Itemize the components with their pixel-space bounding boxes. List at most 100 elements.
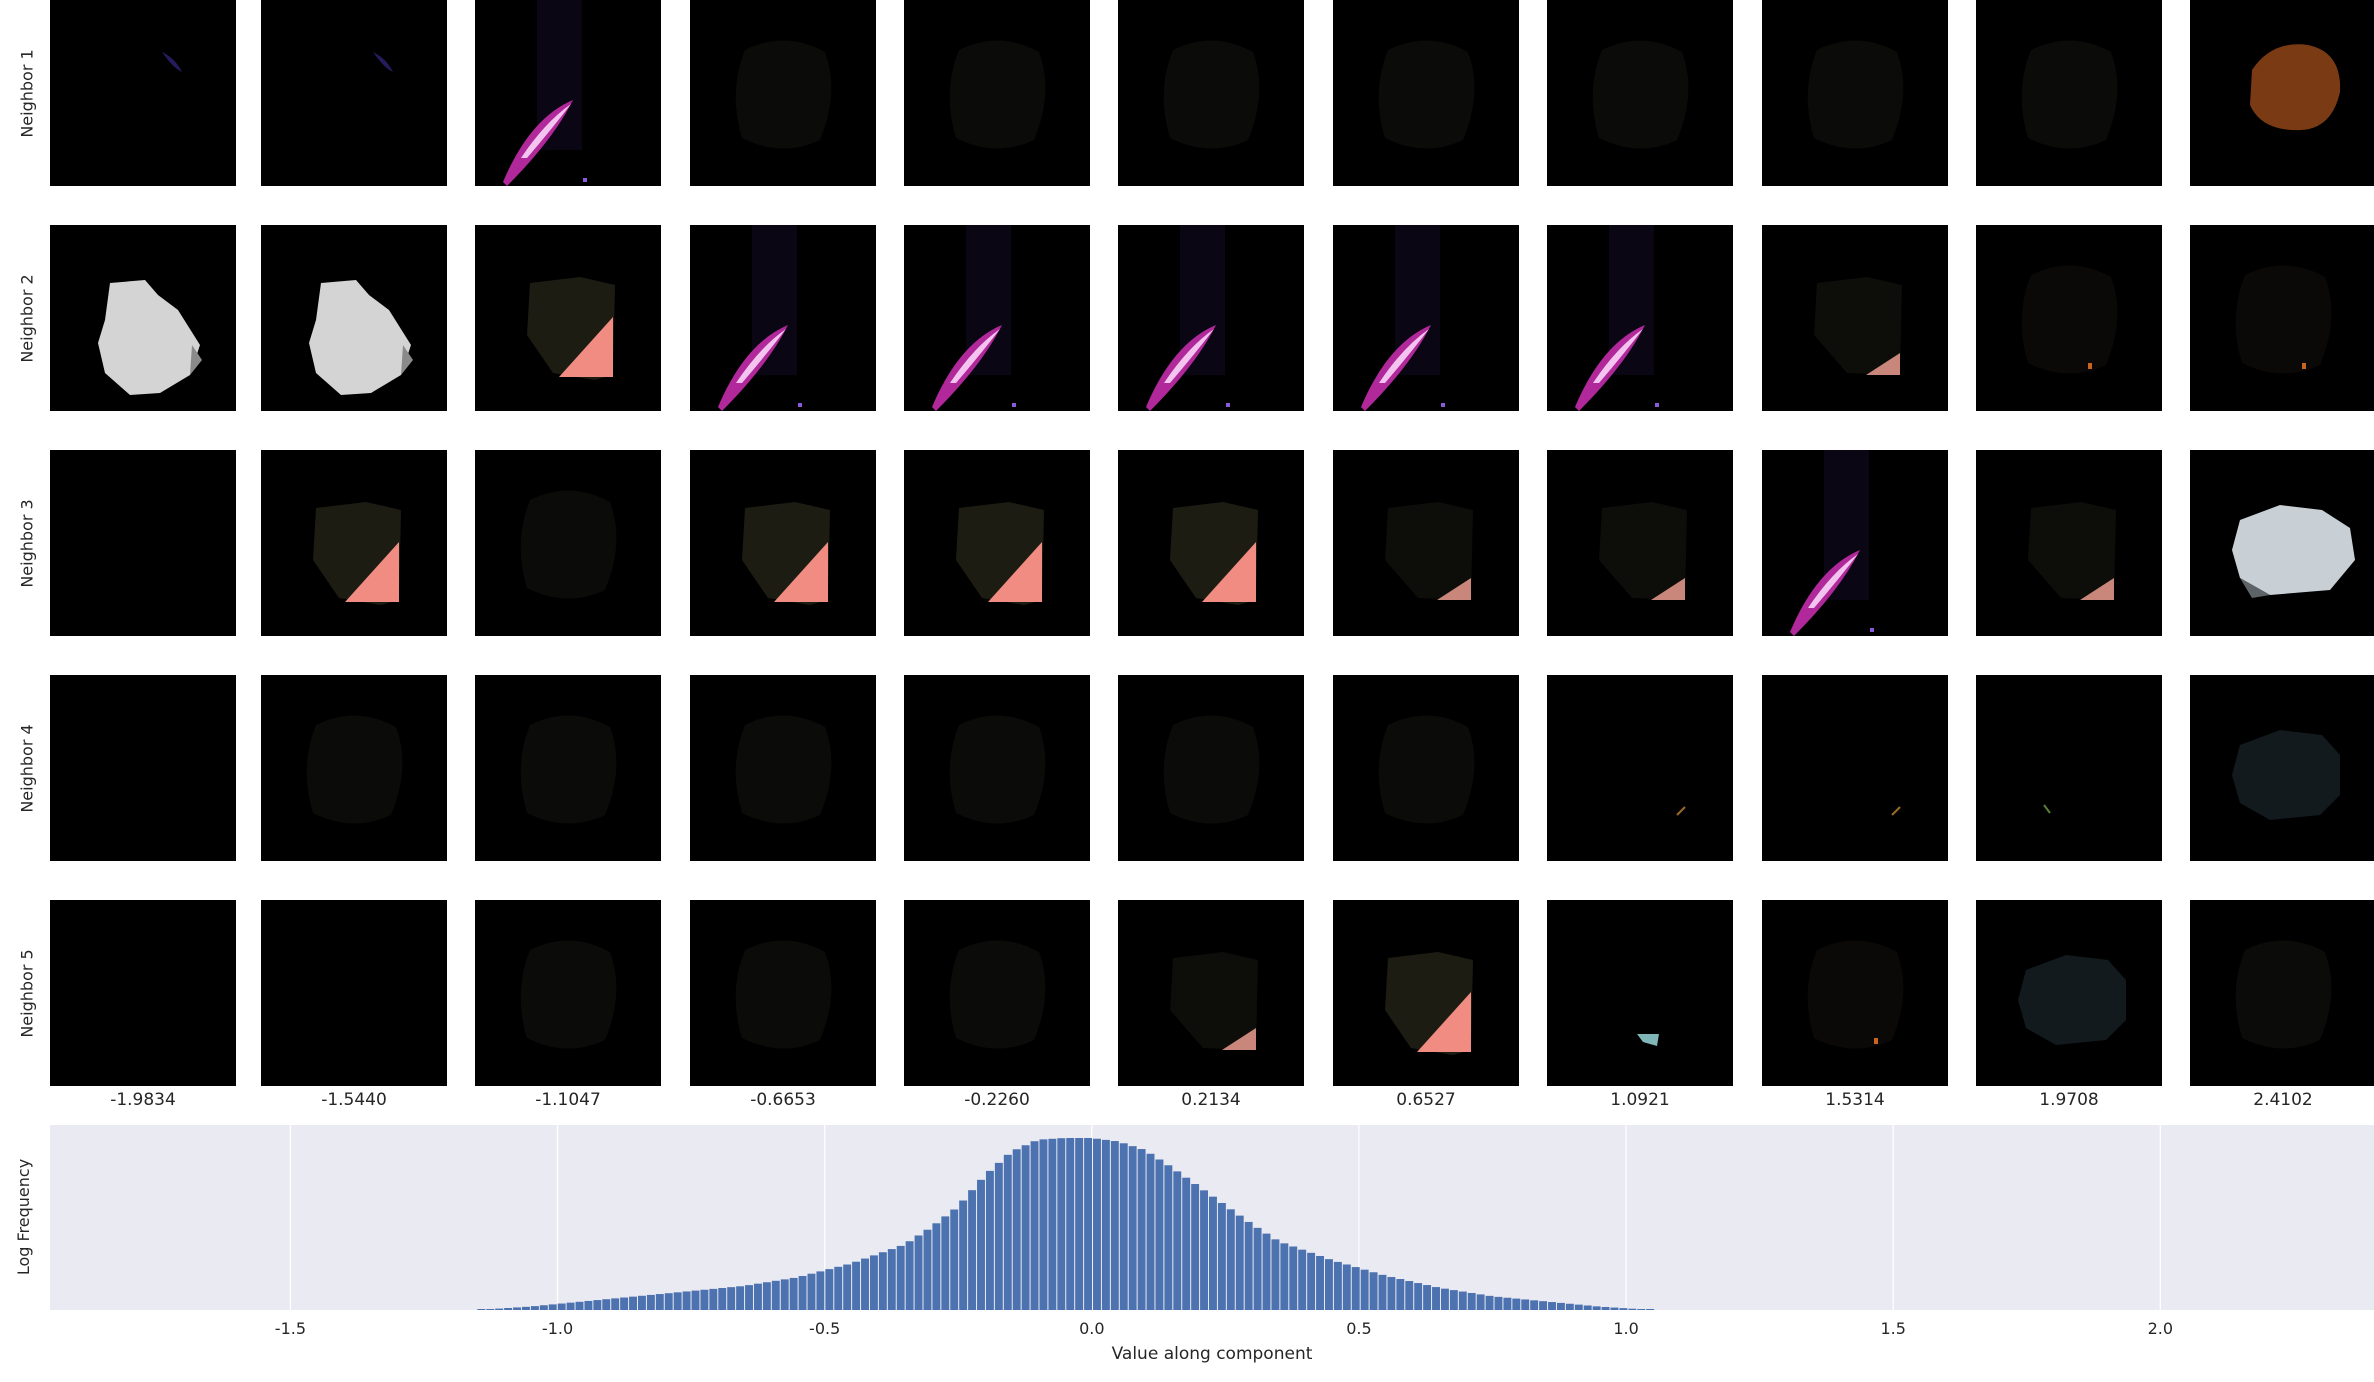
neighbor-image-tile — [1118, 450, 1304, 636]
tile-image — [949, 715, 1046, 824]
histogram-bar — [1449, 1290, 1458, 1310]
histogram-bar — [522, 1306, 530, 1310]
row-label: Neighbor 5 — [17, 900, 37, 1086]
row-label-text: Neighbor 4 — [17, 723, 37, 813]
histogram-bar — [557, 1303, 566, 1310]
x-tick-label: 2.0 — [2148, 1319, 2173, 1338]
histogram-bar — [1021, 1145, 1030, 1310]
histogram-bar — [1039, 1139, 1048, 1310]
histogram-bar — [1128, 1146, 1137, 1310]
histogram-bar — [1084, 1138, 1093, 1310]
histogram-bar — [896, 1245, 905, 1310]
column-value-label: 1.5314 — [1825, 1090, 1885, 1110]
tile-image — [2021, 265, 2118, 374]
histogram-bar — [513, 1307, 522, 1310]
neighbor-image-tile — [2190, 900, 2374, 1086]
neighbor-image-tile — [1547, 450, 1733, 636]
tile-image — [1361, 225, 1445, 411]
neighbor-image-tile — [1762, 450, 1948, 636]
histogram-bar — [1351, 1267, 1360, 1310]
histogram-bar — [1432, 1287, 1440, 1310]
row-label: Neighbor 1 — [17, 0, 37, 186]
tile-image — [1170, 952, 1258, 1050]
x-axis-label: Value along component — [1112, 1344, 1313, 1364]
histogram-bar — [584, 1300, 593, 1310]
histogram-bar — [1209, 1196, 1217, 1310]
neighbor-image-tile — [1762, 0, 1948, 186]
histogram-bar — [1333, 1261, 1342, 1310]
histogram-bar — [1342, 1264, 1351, 1310]
row-label-text: Neighbor 1 — [17, 48, 37, 138]
tile-image — [1676, 806, 1686, 816]
tile-image — [50, 450, 236, 636]
histogram-bar — [1387, 1277, 1396, 1310]
histogram-bar — [700, 1289, 709, 1310]
histogram-bar — [825, 1269, 834, 1310]
neighbor-image-tile — [1333, 450, 1519, 636]
tile-image — [2250, 44, 2341, 131]
neighbor-image-tile — [261, 225, 447, 411]
tile-image — [2232, 505, 2355, 598]
histogram-bar — [1030, 1141, 1039, 1310]
histogram-bar — [771, 1280, 780, 1310]
histogram-bar — [834, 1266, 843, 1310]
histogram-bar — [941, 1216, 950, 1310]
histogram-bar — [1226, 1209, 1235, 1310]
histogram-bar — [727, 1287, 736, 1310]
histogram-bar — [1146, 1153, 1155, 1310]
tile-image — [949, 40, 1046, 149]
tile-image — [520, 490, 617, 599]
histogram-bar — [477, 1309, 486, 1310]
column-value-label: -0.6653 — [750, 1090, 816, 1110]
histogram-bar — [1592, 1306, 1601, 1310]
histogram-bar — [1503, 1297, 1512, 1310]
histogram-bar — [923, 1229, 932, 1310]
histogram-bar — [798, 1276, 807, 1310]
tile-image — [373, 52, 393, 72]
neighbor-image-tile — [1118, 0, 1304, 186]
row-label-text: Neighbor 3 — [17, 498, 37, 588]
neighbor-image-tile — [1976, 675, 2162, 861]
histogram-bar — [816, 1271, 825, 1310]
neighbor-image-tile — [261, 675, 447, 861]
histogram-bar — [1316, 1255, 1324, 1310]
histogram-bar — [869, 1255, 878, 1310]
neighbor-image-tile — [2190, 225, 2374, 411]
histogram-bar — [1583, 1305, 1592, 1310]
histogram-bar — [1164, 1165, 1173, 1310]
row-label-text: Neighbor 2 — [17, 273, 37, 363]
tile-image — [2021, 40, 2118, 149]
neighbor-image-tile — [475, 675, 661, 861]
column-value-label: 2.4102 — [2253, 1090, 2313, 1110]
tile-image — [1378, 40, 1475, 149]
neighbor-image-tile — [1762, 675, 1948, 861]
histogram-bar — [1637, 1309, 1646, 1310]
histogram-bar — [1423, 1285, 1432, 1310]
histogram-bar — [646, 1294, 655, 1310]
x-tick-label: 0.5 — [1346, 1319, 1371, 1338]
histogram-bar — [1530, 1300, 1539, 1310]
histogram-bar — [745, 1285, 753, 1310]
histogram-bar — [1619, 1308, 1628, 1310]
histogram-bar — [994, 1162, 1003, 1310]
neighbor-image-tile — [1118, 225, 1304, 411]
histogram-bar — [1628, 1308, 1637, 1310]
tile-image — [1637, 1034, 1659, 1046]
histogram-bar — [1155, 1159, 1164, 1310]
histogram-bar — [1253, 1227, 1262, 1310]
histogram-bar — [1244, 1221, 1253, 1310]
tile-image — [50, 900, 236, 1086]
histogram-bar — [673, 1292, 682, 1310]
histogram-bar — [959, 1200, 968, 1310]
column-value-label: -1.1047 — [535, 1090, 601, 1110]
histogram-bar — [1378, 1274, 1387, 1310]
tile-image — [2028, 502, 2116, 600]
neighbor-image-tile — [475, 0, 661, 186]
tile-image — [527, 277, 615, 380]
x-tick-label: 0.0 — [1079, 1319, 1104, 1338]
column-value-label: 1.0921 — [1610, 1090, 1670, 1110]
histogram-bar — [852, 1261, 861, 1310]
tile-image — [503, 0, 587, 186]
histogram-bar — [539, 1305, 548, 1310]
histogram-bar — [1182, 1177, 1191, 1310]
